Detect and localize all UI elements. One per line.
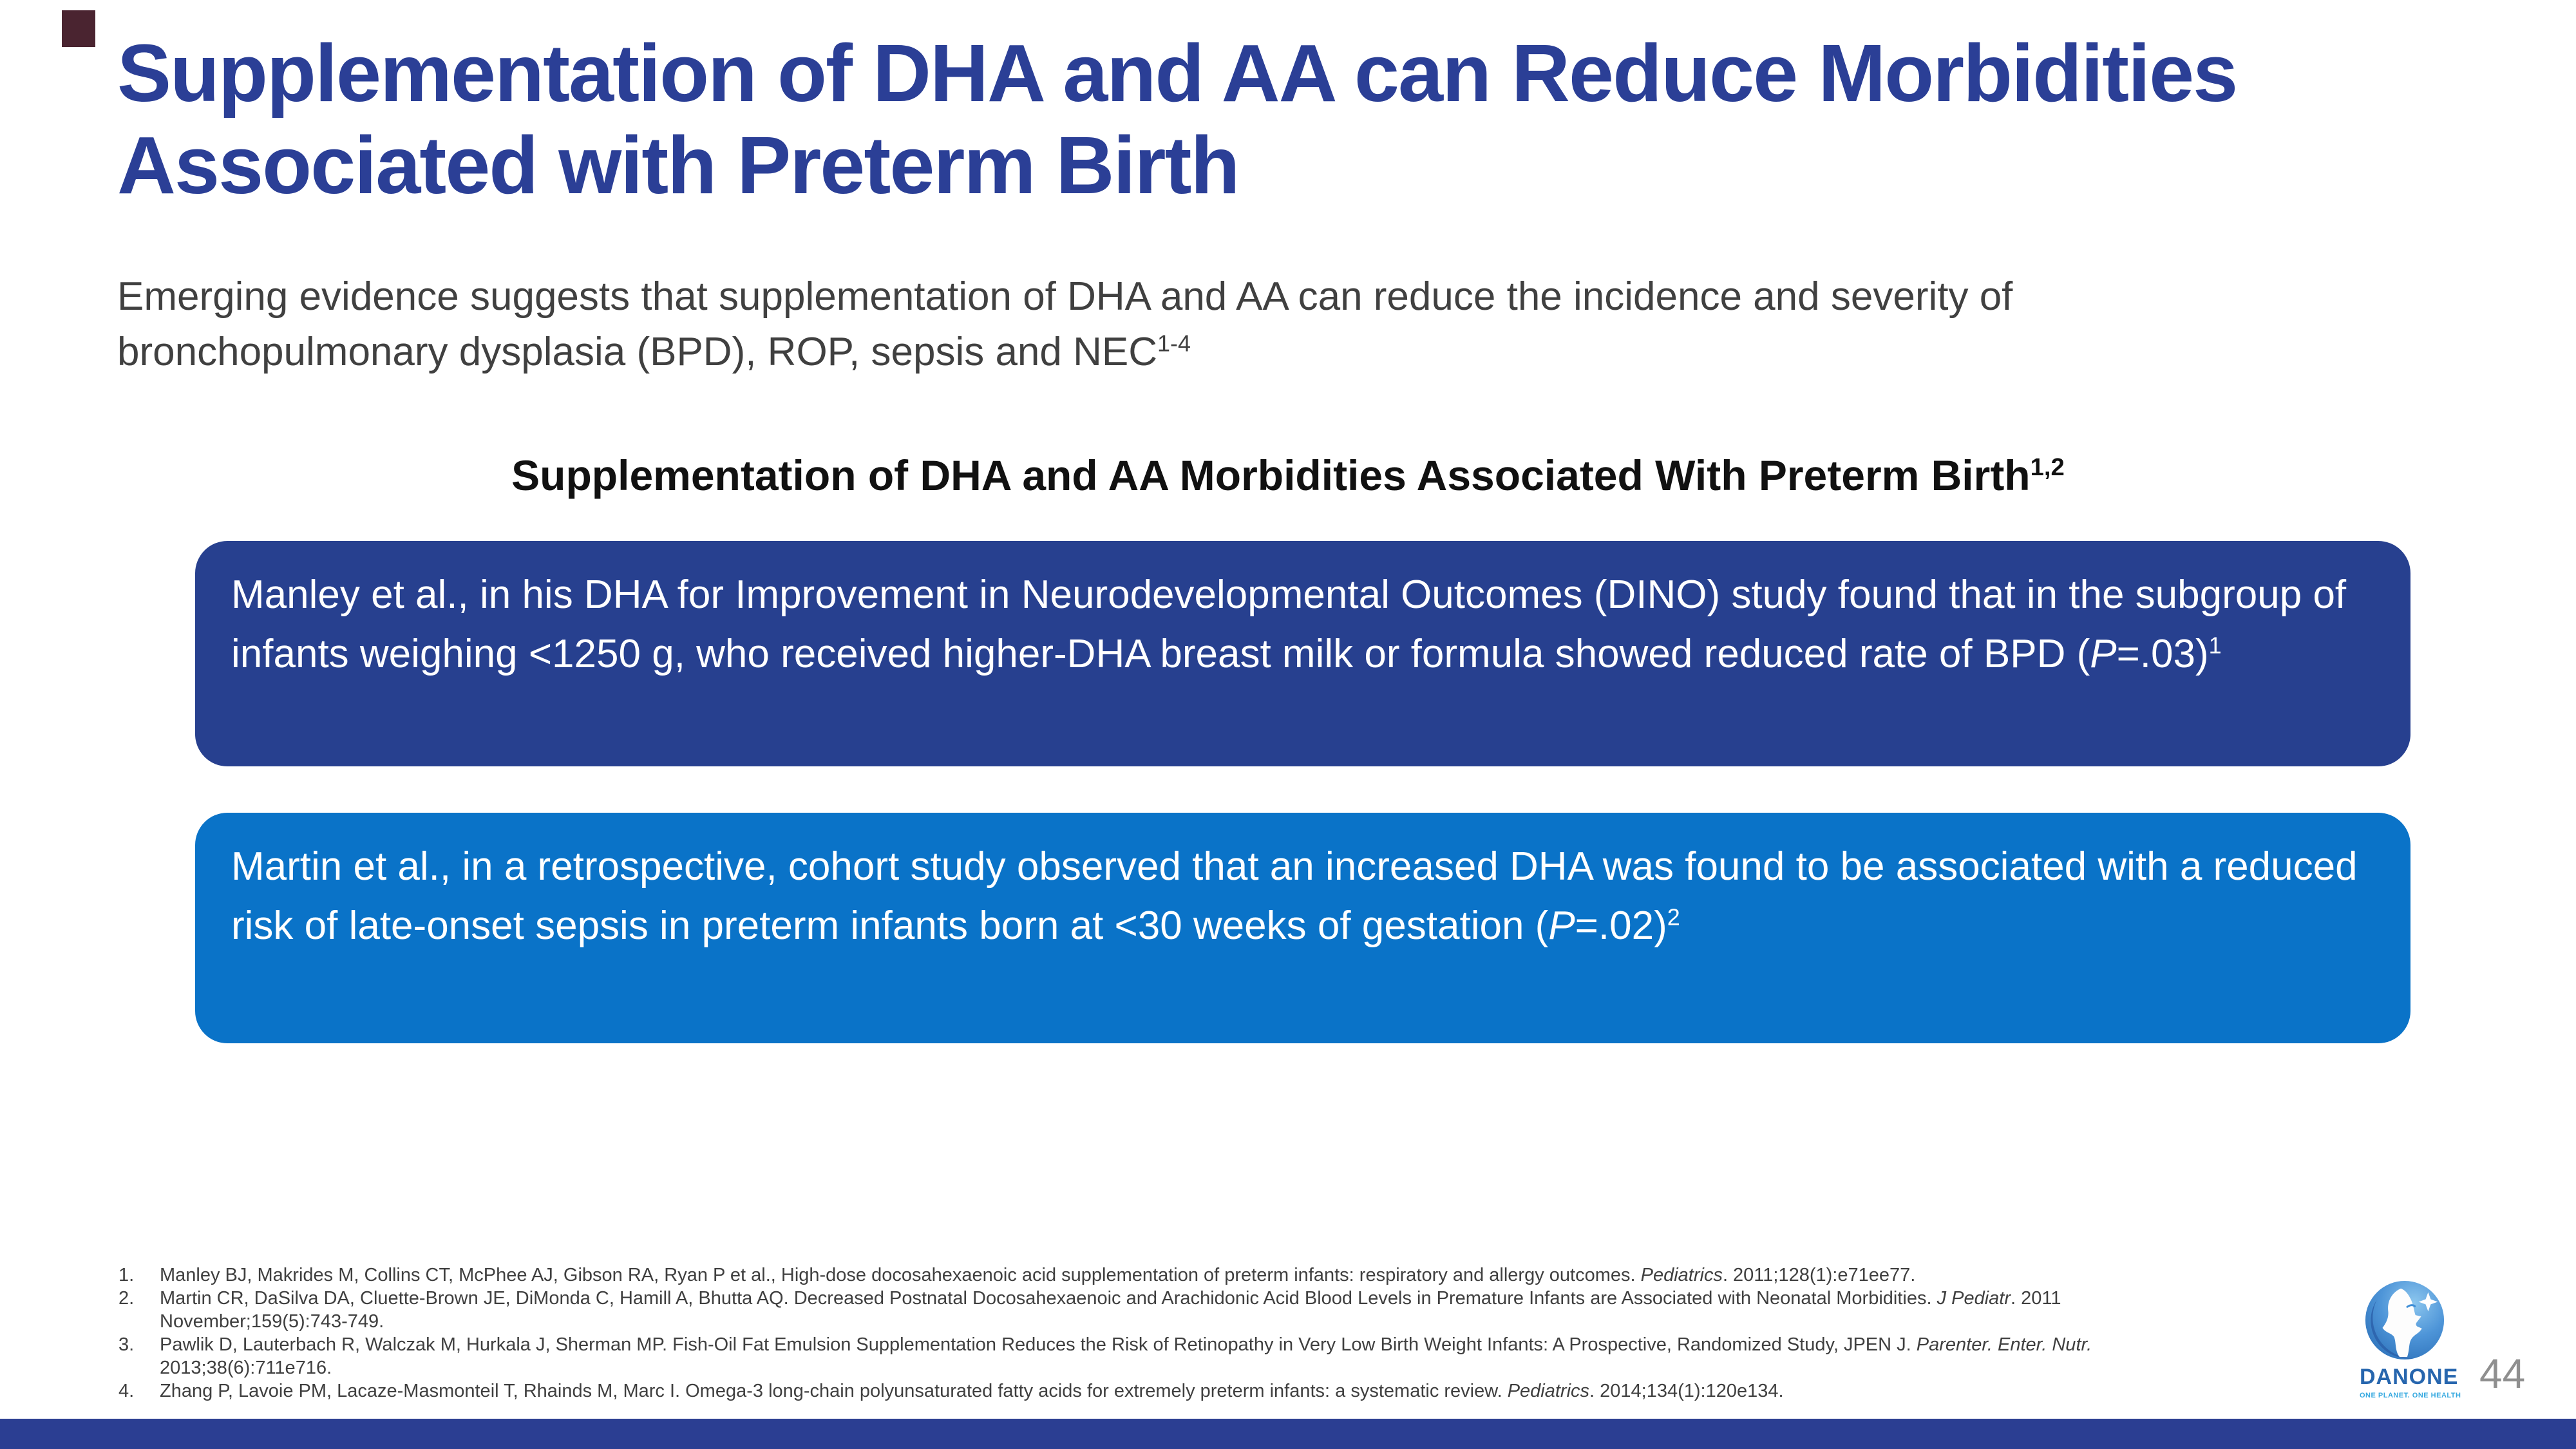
journal-name: Pediatrics <box>1507 1381 1590 1401</box>
slide-title-line2: Associated with Preterm Birth <box>117 120 1240 211</box>
reference-text: Pawlik D, Lauterbach R, Walczak M, Hurka… <box>160 1334 2092 1378</box>
danone-wordmark: DANONE <box>2360 1365 2459 1389</box>
reference-number: 2. <box>118 1288 135 1309</box>
journal-name: J Pediatr <box>1937 1288 2011 1309</box>
reference-item: 3. Pawlik D, Lauterbach R, Walczak M, Hu… <box>117 1333 2217 1379</box>
reference-list: 1. Manley BJ, Makrides M, Collins CT, Mc… <box>117 1264 2217 1403</box>
slide-title-line1: Supplementation of DHA and AA can Reduce… <box>117 28 2238 118</box>
slide-title: Supplementation of DHA and AA can Reduce… <box>117 27 2238 211</box>
corner-marker <box>62 10 95 47</box>
finding-box-martin: Martin et al., in a retrospective, cohor… <box>195 813 2410 1043</box>
finding-box-manley: Manley et al., in his DHA for Improvemen… <box>195 541 2410 766</box>
journal-name: Pediatrics <box>1640 1265 1723 1285</box>
finding-text: Manley et al., in his DHA for Improvemen… <box>231 573 2347 676</box>
finding-box-manley-text: Manley et al., in his DHA for Improvemen… <box>231 565 2374 684</box>
reference-item: 4. Zhang P, Lavoie PM, Lacaze-Masmonteil… <box>117 1379 2217 1403</box>
journal-name: Parenter. Enter. Nutr. <box>1916 1334 2092 1355</box>
reference-item: 1. Manley BJ, Makrides M, Collins CT, Mc… <box>117 1264 2217 1287</box>
finding-text: Martin et al., in a retrospective, cohor… <box>231 844 2358 948</box>
reference-number: 1. <box>118 1265 135 1285</box>
section-heading-text: Supplementation of DHA and AA Morbiditie… <box>511 451 2031 499</box>
bottom-accent-bar <box>0 1419 2576 1449</box>
subtitle-body: Emerging evidence suggests that suppleme… <box>117 274 2013 374</box>
danone-tagline: ONE PLANET. ONE HEALTH <box>2360 1392 2461 1399</box>
section-heading-citation-superscript: 1,2 <box>2030 453 2065 481</box>
p-value-text: =.03) <box>2116 632 2209 676</box>
finding-box-martin-text: Martin et al., in a retrospective, cohor… <box>231 837 2374 956</box>
reference-text: Martin CR, DaSilva DA, Cluette-Brown JE,… <box>160 1288 2061 1332</box>
p-value-symbol: P <box>1548 904 1575 948</box>
subtitle-text: Emerging evidence suggests that suppleme… <box>117 269 2345 380</box>
page-number: 44 <box>2479 1350 2526 1397</box>
reference-text: Zhang P, Lavoie PM, Lacaze-Masmonteil T,… <box>160 1381 1784 1401</box>
citation-superscript: 2 <box>1667 904 1680 931</box>
reference-number: 3. <box>118 1334 135 1355</box>
p-value-text: =.02) <box>1575 904 1667 948</box>
section-heading: Supplementation of DHA and AA Morbiditie… <box>0 451 2576 500</box>
p-value-symbol: P <box>2090 632 2117 676</box>
reference-item: 2. Martin CR, DaSilva DA, Cluette-Brown … <box>117 1287 2217 1333</box>
reference-text: Manley BJ, Makrides M, Collins CT, McPhe… <box>160 1265 1916 1285</box>
subtitle-citation-superscript: 1-4 <box>1157 330 1191 357</box>
citation-superscript: 1 <box>2208 632 2222 659</box>
danone-globe-icon <box>2365 1280 2445 1360</box>
danone-logo: DANONE ONE PLANET. ONE HEALTH <box>2360 1278 2461 1399</box>
reference-number: 4. <box>118 1381 135 1401</box>
